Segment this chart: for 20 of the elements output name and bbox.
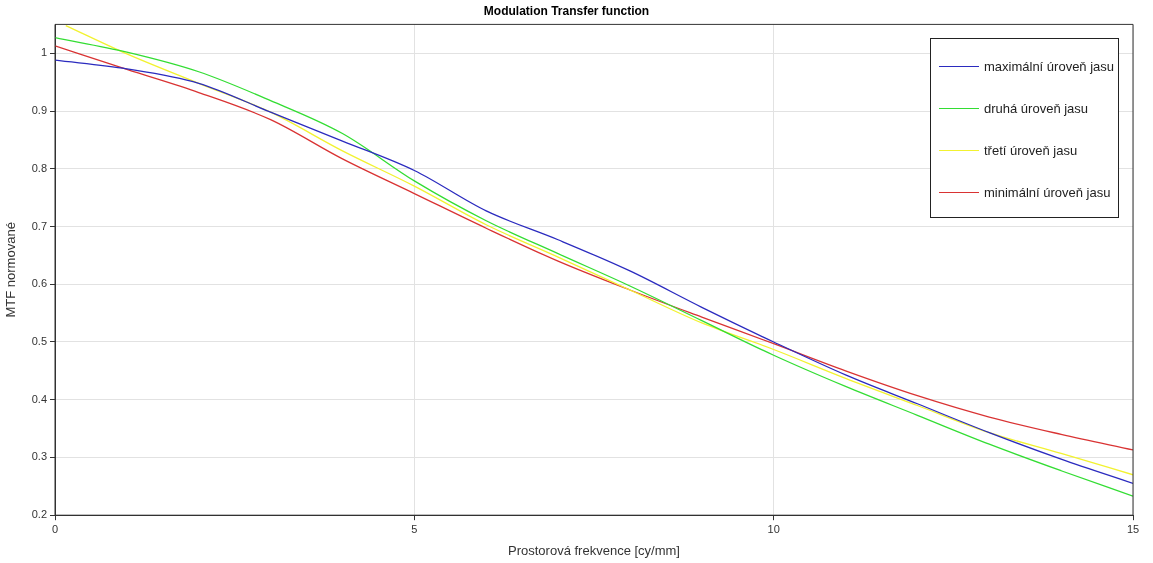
y-tick-label: 0.9 bbox=[31, 104, 47, 117]
x-tick-label: 5 bbox=[411, 522, 418, 535]
legend-label: třetí úroveň jasu bbox=[984, 142, 1078, 158]
legend-label: maximální úroveň jasu bbox=[984, 58, 1115, 74]
y-tick-label: 0.4 bbox=[31, 392, 47, 405]
y-tick-label: 0.6 bbox=[31, 277, 47, 290]
x-axis-title: Prostorová frekvence [cy/mm] bbox=[508, 542, 680, 558]
y-tick-label: 1 bbox=[40, 46, 47, 59]
x-tick-label: 0 bbox=[51, 522, 59, 535]
chart-title: Modulation Transfer function bbox=[483, 3, 650, 18]
legend-label: minimální úroveň jasu bbox=[984, 184, 1111, 200]
y-tick-label: 0.8 bbox=[31, 161, 47, 174]
y-tick-label: 0.7 bbox=[31, 219, 47, 232]
x-tick-label: 10 bbox=[767, 522, 780, 535]
y-axis-title: MTF normované bbox=[3, 222, 19, 318]
y-tick-label: 0.5 bbox=[31, 335, 47, 348]
y-tick-label: 0.3 bbox=[31, 450, 47, 463]
x-tick-label: 15 bbox=[1126, 522, 1140, 535]
y-tick-label: 0.2 bbox=[31, 508, 47, 521]
legend-label: druhá úroveň jasu bbox=[984, 100, 1089, 116]
